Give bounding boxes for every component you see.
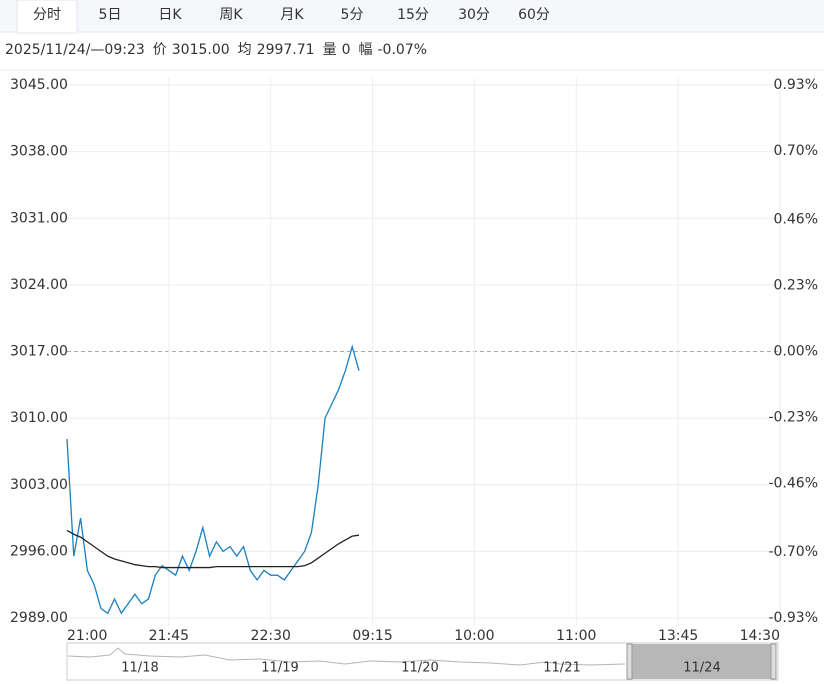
info-value: -0.07%: [378, 42, 428, 58]
tab[interactable]: 月K: [280, 7, 304, 23]
x-tick-label: 22:30: [251, 628, 291, 644]
navigator-label: 11/18: [121, 661, 158, 676]
info-label: 均: [238, 42, 252, 58]
y2-tick-label: 0.00%: [774, 344, 818, 360]
x-tick-label: 13:45: [658, 628, 698, 644]
info-value: 0: [342, 42, 351, 58]
navigator: 11/18 11/19 11/20 11/21 11/24: [66, 642, 779, 681]
y-tick-label: 3017.00: [10, 344, 68, 360]
y-tick-label: 3031.00: [10, 210, 68, 226]
x-tick-label: 21:00: [67, 628, 107, 644]
y2-tick-label: -0.70%: [768, 544, 818, 560]
info-label: 幅: [359, 42, 373, 58]
navigator-label: 11/19: [261, 661, 298, 676]
tab[interactable]: 5日: [99, 7, 122, 23]
x-tick-label: 21:45: [149, 628, 189, 644]
info-line: 2025/11/24/—09:23 价 3015.00 均 2997.71 量 0 幅 -0.0…: [5, 42, 427, 58]
navigator-selection[interactable]: [630, 644, 773, 679]
tab[interactable]: 15分: [397, 7, 429, 23]
tab[interactable]: 分时: [33, 7, 61, 23]
info-datetime: 2025/11/24/—09:23: [5, 42, 145, 58]
y-tick-label: 2989.00: [10, 610, 68, 626]
navigator-line: [67, 647, 626, 666]
tab[interactable]: 日K: [158, 7, 182, 23]
info-label: 价: [153, 42, 167, 58]
y2-tick-label: 0.46%: [774, 212, 818, 228]
navigator-label: 11/21: [543, 661, 580, 676]
tab[interactable]: 30分: [458, 7, 490, 23]
navigator-label: 11/24: [683, 661, 720, 676]
y-tick-label: 3024.00: [10, 277, 68, 293]
navigator-handle[interactable]: [770, 643, 777, 680]
y2-tick-label: 0.93%: [774, 77, 818, 93]
tab[interactable]: 5分: [341, 7, 364, 23]
grid: [67, 78, 781, 626]
x-tick-label: 09:15: [352, 628, 392, 644]
y2-tick-label: -0.46%: [768, 475, 818, 491]
info-value: 2997.71: [257, 42, 315, 58]
navigator-handle[interactable]: [626, 643, 633, 680]
x-tick-label: 10:00: [454, 628, 494, 644]
x-tick-label: 14:30: [740, 628, 780, 644]
y-tick-label: 3003.00: [10, 477, 68, 493]
navigator-label: 11/20: [401, 661, 438, 676]
tab[interactable]: 周K: [219, 7, 243, 23]
info-value: 3015.00: [172, 42, 230, 58]
y2-tick-label: -0.93%: [768, 610, 818, 626]
info-label: 量: [323, 42, 337, 58]
active-tab[interactable]: [16, 0, 78, 34]
y-tick-label: 3038.00: [10, 144, 68, 160]
y-tick-label: 3010.00: [10, 410, 68, 426]
y2-tick-label: 0.70%: [774, 143, 818, 159]
plot: [66, 344, 360, 615]
x-tick-label: 11:00: [556, 628, 596, 644]
price-line: [66, 344, 360, 615]
tabs: 分时 5日 日K 周K 月K 5分 15分 30分 60分: [16, 0, 550, 34]
y2-tick-label: 0.23%: [774, 278, 818, 294]
average-line: [66, 529, 360, 569]
y2-tick-label: -0.23%: [768, 409, 818, 425]
tab[interactable]: 60分: [518, 7, 550, 23]
y-tick-label: 3045.00: [10, 77, 68, 93]
axes: 3045.00 3038.00 3031.00 3024.00 3017.00 3010.…: [10, 77, 818, 644]
tab-bar: [0, 0, 824, 32]
y-tick-label: 2996.00: [10, 543, 68, 559]
